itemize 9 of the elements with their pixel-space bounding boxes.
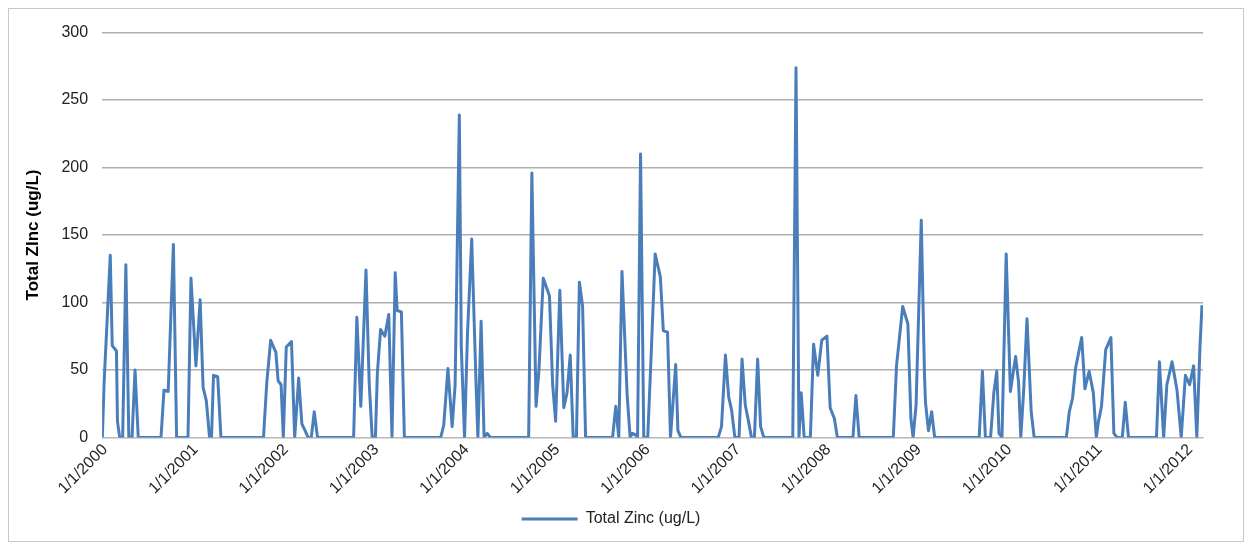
y-tick-label: 250 [61, 90, 89, 108]
legend-label: Total Zinc (ug/L) [585, 509, 701, 527]
y-axis-title: Total ZInc (ug/L) [22, 169, 42, 301]
y-tick-label: 100 [61, 292, 89, 310]
y-tick-label: 150 [61, 225, 89, 243]
y-tick-label: 0 [79, 427, 89, 445]
y-tick-label: 200 [61, 157, 89, 175]
y-tick-label: 300 [61, 23, 89, 41]
y-tick-label: 50 [70, 360, 89, 378]
